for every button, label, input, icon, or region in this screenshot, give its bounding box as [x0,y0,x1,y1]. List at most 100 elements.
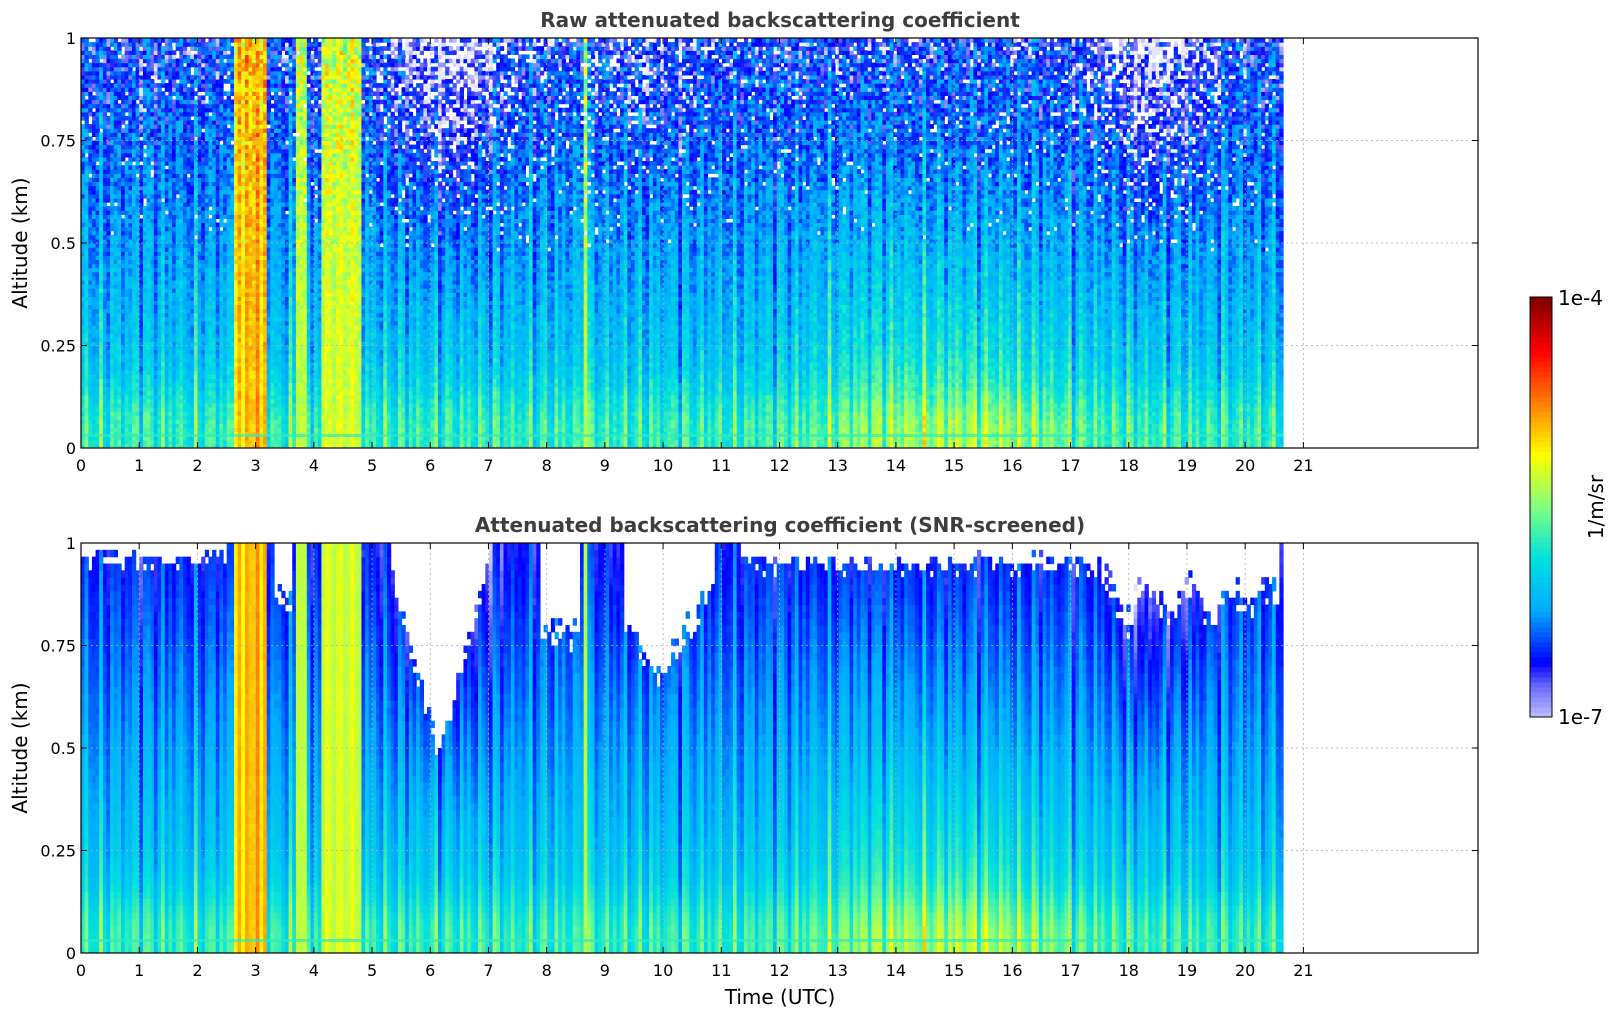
heatmap-cell [88,337,93,342]
heatmap-cell [131,74,137,80]
heatmap-cell [197,300,202,306]
heatmap-cell [150,337,155,342]
heatmap-cell [88,226,93,232]
heatmap-cell [226,107,231,113]
heatmap-cell [193,251,199,256]
heatmap-cell [237,42,242,47]
heatmap-cell [81,407,86,412]
heatmap-cell [113,124,119,129]
heatmap-cell [255,415,261,420]
heatmap-cell [84,226,89,232]
heatmap-cell [263,120,268,125]
heatmap-cell [106,99,111,105]
heatmap-cell [223,206,228,211]
heatmap-cell [146,415,151,420]
heatmap-cell [84,398,89,404]
heatmap-cell [172,189,177,195]
heatmap-cell [204,54,210,60]
heatmap-cell [182,124,188,129]
heatmap-cell [197,111,202,117]
heatmap-cell [241,193,246,199]
heatmap-cell [117,366,122,371]
heatmap-cell [182,398,188,404]
heatmap-cell [230,271,235,277]
heatmap-cell [226,144,231,150]
heatmap-cell [142,140,148,146]
heatmap-cell [81,218,86,224]
heatmap-cell [248,341,253,347]
heatmap-cell [146,316,151,322]
heatmap-cell [255,214,261,219]
heatmap-cell [175,353,180,359]
heatmap-cell [186,259,191,265]
heatmap-cell [102,156,108,162]
heatmap-cell [182,304,188,310]
heatmap-cell [102,226,108,232]
heatmap-cell [175,38,180,43]
heatmap-cell [128,271,133,277]
heatmap-cell [255,62,261,68]
heatmap-cell [110,337,115,342]
heatmap-cell [182,144,188,150]
heatmap-cell [106,115,111,121]
heatmap-cell [172,210,177,215]
heatmap-cell [121,107,126,113]
heatmap-cell [175,407,180,412]
heatmap-cell [233,140,239,146]
heatmap-cell [197,124,202,129]
heatmap-cell [197,95,202,101]
heatmap-cell [252,251,257,256]
heatmap-cell [117,415,122,420]
heatmap-cell [248,218,253,224]
heatmap-cell [233,193,239,199]
heatmap-cell [164,402,170,408]
heatmap-cell [182,361,188,367]
heatmap-cell [135,279,140,285]
heatmap-cell [263,398,268,404]
heatmap-cell [263,349,268,355]
heatmap-cell [244,271,250,277]
heatmap-cell [106,325,111,330]
heatmap-cell [150,140,155,146]
heatmap-cell [168,148,173,154]
heatmap-cell [252,419,257,424]
heatmap-cell [128,308,133,314]
heatmap-cell [212,353,217,359]
heatmap-cell [146,378,151,383]
heatmap-cell [223,382,228,388]
heatmap-cell [81,267,86,273]
heatmap-cell [161,238,166,244]
heatmap-cell [204,83,210,88]
heatmap-cell [230,439,235,445]
heatmap-cell [248,308,253,314]
heatmap-cell [95,91,100,96]
heatmap-cell [88,185,93,191]
heatmap-cell [226,185,231,191]
heatmap-cell [201,181,206,187]
heatmap-cell [175,206,180,211]
heatmap-cell [182,333,188,338]
heatmap-cell [215,79,221,84]
heatmap-cell [204,238,210,244]
heatmap-cell [208,185,213,191]
heatmap-cell [139,243,144,248]
heatmap-cell [102,136,108,142]
heatmap-cell [175,382,180,388]
heatmap-cell [135,378,140,383]
heatmap-cell [223,156,228,162]
heatmap-cell [172,132,177,137]
heatmap-cell [135,407,140,412]
heatmap-cell [153,325,159,330]
heatmap-cell [161,95,166,101]
heatmap-cell [186,74,191,80]
heatmap-cell [164,267,170,273]
heatmap-cell [186,181,191,187]
heatmap-cell [208,136,213,142]
heatmap-cell [255,402,261,408]
heatmap-cell [88,238,93,244]
heatmap-cell [248,230,253,236]
heatmap-cell [99,243,104,248]
heatmap-cell [95,275,100,281]
heatmap-cell [121,435,126,441]
heatmap-cell [91,132,97,137]
